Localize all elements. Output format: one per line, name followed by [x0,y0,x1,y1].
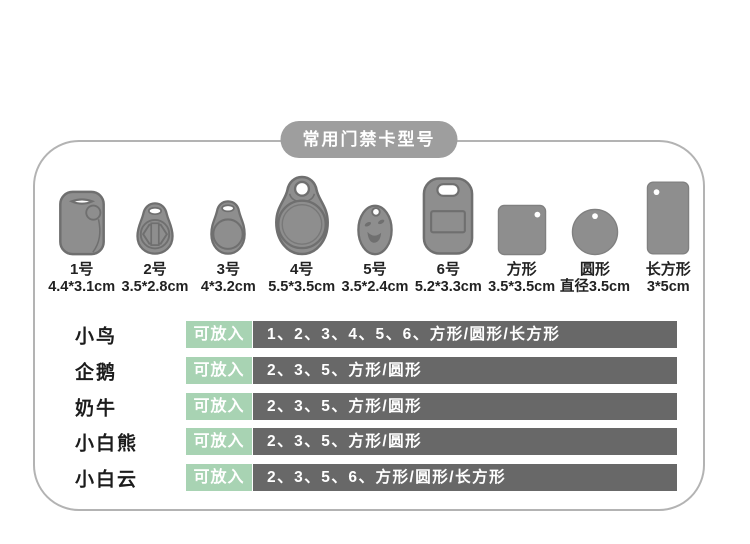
card-model-name: 3号 [216,261,240,278]
card-model-size: 3.5*3.5cm [488,279,556,296]
fob-teardrop-large-icon [274,166,330,256]
card-model-item: 3号 4*3.2cm [192,166,265,296]
card-model-item: 6号 5.2*3.3cm [412,166,485,296]
card-model-name: 5号 [363,261,387,278]
fits-badge: 可放入 [186,428,252,455]
fits-list: 2、3、5、6、方形/圆形/长方形 [253,464,677,491]
card-model-size: 3.5*2.8cm [121,279,189,296]
fits-badge: 可放入 [186,393,252,420]
card-model-name: 方形 [506,261,537,278]
card-model-item: 长方形 3*5cm [632,166,705,296]
card-model-name: 1号 [69,261,94,278]
card-model-size: 3*5cm [646,279,690,296]
product-name: 企鹅 [75,362,118,383]
fob-teardrop-icon [209,166,247,256]
card-model-name: 长方形 [645,261,691,278]
card-model-item: 1号 4.4*3.1cm [45,166,118,296]
card-model-name: 4号 [289,261,314,278]
card-model-size: 3.5*2.4cm [341,279,409,296]
card-model-item: 5号 3.5*2.4cm [338,166,411,296]
fits-badge: 可放入 [186,357,252,384]
card-model-size: 5.5*3.5cm [268,279,336,296]
card-model-size: 4*3.2cm [200,279,256,296]
card-model-name: 6号 [436,261,460,278]
rect-tag-icon [646,166,690,256]
compatibility-row: 小白熊 可放入 2、3、5、方形/圆形 [0,428,750,455]
product-name: 小白熊 [75,433,139,454]
circle-tag-icon [571,166,619,256]
card-model-item: 圆形 直径3.5cm [558,166,631,296]
card-model-item: 方形 3.5*3.5cm [485,166,558,296]
card-model-name: 圆形 [579,261,610,278]
card-model-size: 直径3.5cm [559,279,631,296]
product-name: 小白云 [75,469,139,490]
card-model-item: 4号 5.5*3.5cm [265,166,338,296]
fits-list: 1、2、3、4、5、6、方形/圆形/长方形 [253,321,677,348]
fits-list: 2、3、5、方形/圆形 [253,428,677,455]
compatibility-row: 小白云 可放入 2、3、5、6、方形/圆形/长方形 [0,464,750,491]
fits-badge: 可放入 [186,464,252,491]
card-shapes-row: 1号 4.4*3.1cm 2号 3.5*2.8cm 3号 4*3.2cm 4号 … [45,166,705,296]
square-tag-icon [497,166,547,256]
card-model-size: 4.4*3.1cm [48,279,116,296]
compatibility-row: 企鹅 可放入 2、3、5、方形/圆形 [0,357,750,384]
fits-badge: 可放入 [186,321,252,348]
compatibility-row: 奶牛 可放入 2、3、5、方形/圆形 [0,393,750,420]
card-model-name: 2号 [143,261,167,278]
fob-egg-face-icon [356,166,394,256]
compatibility-row: 小鸟 可放入 1、2、3、4、5、6、方形/圆形/长方形 [0,321,750,348]
product-name: 小鸟 [75,326,118,347]
fits-list: 2、3、5、方形/圆形 [253,357,677,384]
section-title-pill: 常用门禁卡型号 [280,121,458,158]
fob-rect-window-icon [422,166,474,256]
fob-rounded-square-icon [58,166,106,256]
fits-list: 2、3、5、方形/圆形 [253,393,677,420]
fob-teardrop-hex-icon [135,166,175,256]
product-name: 奶牛 [75,398,118,419]
card-model-item: 2号 3.5*2.8cm [118,166,191,296]
card-model-size: 5.2*3.3cm [414,279,482,296]
